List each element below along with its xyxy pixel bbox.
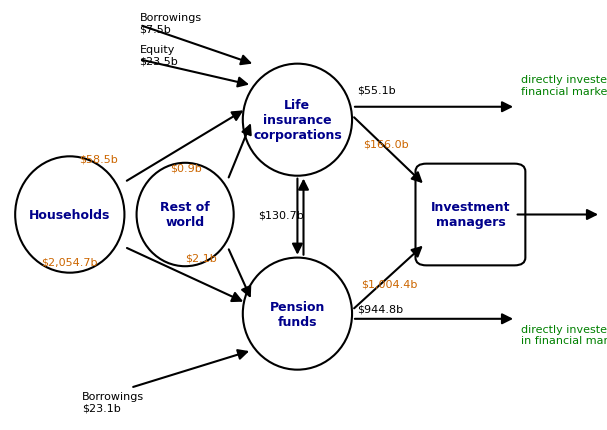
Text: directly invested in
financial markets: directly invested in financial markets bbox=[521, 75, 607, 97]
Text: Borrowings
$7.5b: Borrowings $7.5b bbox=[140, 13, 202, 34]
Text: Equity
$23.5b: Equity $23.5b bbox=[140, 45, 178, 67]
Text: $944.8b: $944.8b bbox=[357, 304, 403, 314]
Text: $2,054.7b: $2,054.7b bbox=[41, 257, 98, 267]
Text: $130.7b: $130.7b bbox=[258, 210, 304, 220]
FancyBboxPatch shape bbox=[415, 164, 525, 266]
Text: Investment
managers: Investment managers bbox=[431, 201, 510, 229]
Text: Rest of
world: Rest of world bbox=[160, 201, 210, 229]
Text: $0.9b: $0.9b bbox=[170, 163, 202, 173]
Ellipse shape bbox=[15, 157, 124, 273]
Text: Life
insurance
corporations: Life insurance corporations bbox=[253, 99, 342, 142]
Text: $166.0b: $166.0b bbox=[363, 139, 409, 149]
Text: Households: Households bbox=[29, 209, 110, 221]
Text: Borrowings
$23.1b: Borrowings $23.1b bbox=[82, 391, 144, 413]
Text: $58.5b: $58.5b bbox=[79, 154, 118, 164]
Text: Pension
funds: Pension funds bbox=[270, 300, 325, 328]
Text: $1,004.4b: $1,004.4b bbox=[361, 279, 418, 289]
Ellipse shape bbox=[243, 64, 352, 176]
Text: directly invested
in financial markets: directly invested in financial markets bbox=[521, 324, 607, 345]
Ellipse shape bbox=[137, 163, 234, 267]
Text: $2.1b: $2.1b bbox=[185, 253, 217, 263]
Text: $55.1b: $55.1b bbox=[357, 86, 396, 95]
Ellipse shape bbox=[243, 258, 352, 370]
